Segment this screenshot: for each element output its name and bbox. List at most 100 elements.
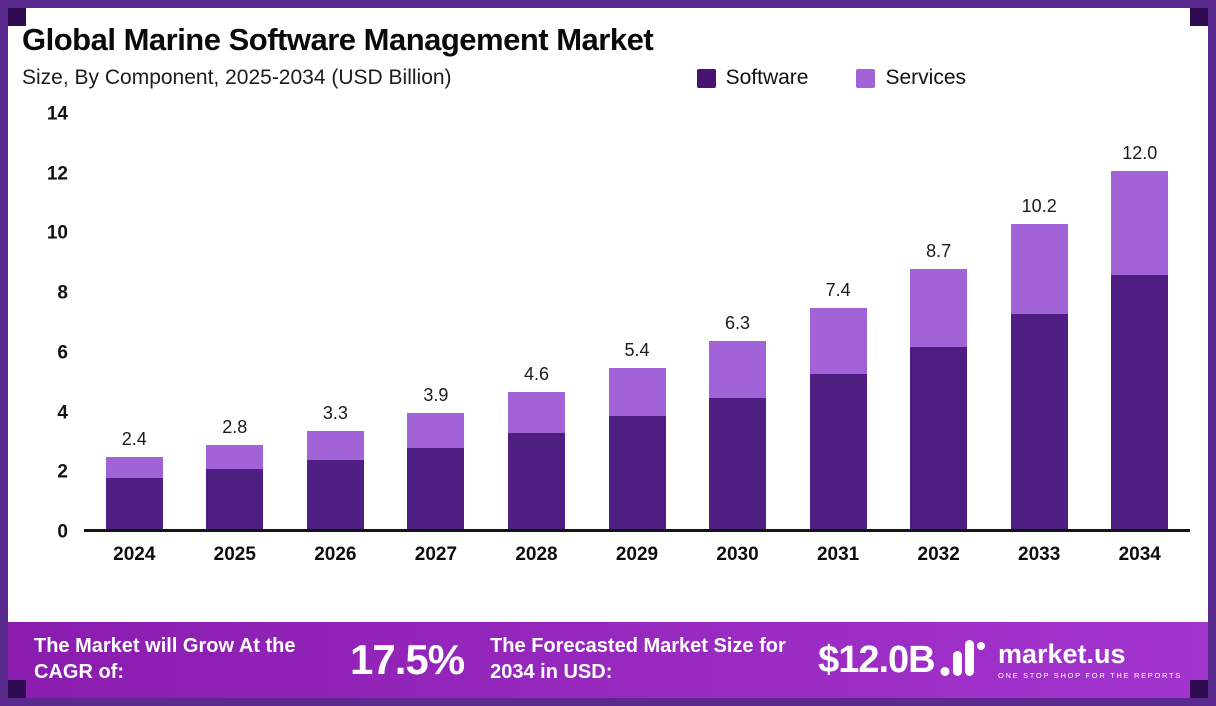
corner-accent-top-right (1190, 8, 1208, 26)
bar-segment-software (608, 415, 666, 529)
y-tick-label: 8 (57, 282, 68, 304)
brand-text: market.us ONE STOP SHOP FOR THE REPORTS (997, 638, 1182, 680)
bar-stack (608, 367, 666, 529)
bar-segment-services (809, 308, 867, 374)
bar-total-label: 12.0 (1122, 142, 1158, 163)
bar-column: 10.2 (989, 114, 1090, 529)
legend-label: Software (725, 66, 809, 89)
bar-column: 2.4 (84, 114, 185, 529)
bar-column: 4.6 (486, 114, 587, 529)
chart-body: 0 2 4 6 8 10 12 14 2.4 2.8 3.3 3.9 4.6 5.4 6.3 7.4 8.7 1… (22, 105, 1190, 566)
y-axis: 0 2 4 6 8 10 12 14 (22, 105, 84, 542)
bar-segment-services (306, 430, 364, 461)
bar-segment-services (105, 457, 163, 479)
bar-total-label: 2.8 (222, 417, 248, 438)
bar-segment-software (206, 469, 264, 529)
bar-segment-software (910, 346, 968, 529)
bar-column: 3.9 (386, 114, 487, 529)
bar-stack (1010, 224, 1068, 529)
bar-column: 12.0 (1089, 114, 1190, 529)
bar-stack (105, 457, 163, 529)
bar-stack (1111, 170, 1169, 529)
plot-row: 0 2 4 6 8 10 12 14 2.4 2.8 3.3 3.9 4.6 5.4 6.3 7.4 8.7 1… (22, 105, 1190, 542)
y-tick-label: 4 (57, 402, 68, 424)
bar-segment-software (507, 433, 565, 529)
bar-segment-services (206, 445, 264, 470)
page-title: Global Marine Software Management Market (22, 22, 654, 57)
legend-swatch-services (856, 68, 876, 88)
bar-column: 8.7 (888, 114, 989, 529)
bar-stack (206, 445, 264, 529)
bar-stack (709, 340, 767, 529)
bar-total-label: 3.9 (423, 384, 449, 405)
forecast-value: $12.0B (818, 638, 936, 681)
legend-label: Services (885, 66, 966, 89)
x-axis: 2024 2025 2026 2027 2028 2029 2030 2031 2032 2033… (84, 544, 1190, 566)
brand-name: market.us (997, 638, 1126, 669)
bar-segment-software (809, 373, 867, 529)
bar-column: 6.3 (687, 114, 788, 529)
bar-total-label: 2.4 (121, 429, 147, 450)
plot-area: 2.4 2.8 3.3 3.9 4.6 5.4 6.3 7.4 8.7 10.2 12.0 (84, 114, 1190, 532)
x-tick-label: 2031 (816, 544, 860, 565)
subtitle-row: Size, By Component, 2025-2034 (USD Billi… (22, 66, 1186, 90)
bar-segment-services (1010, 224, 1068, 315)
x-tick-label: 2033 (1018, 544, 1061, 565)
chart-header: Global Marine Software Management Market… (8, 8, 1208, 90)
x-tick-label: 2024 (113, 544, 156, 565)
x-tick-label: 2034 (1118, 544, 1161, 565)
bar-total-label: 3.3 (322, 402, 348, 423)
y-tick-label: 0 (57, 521, 68, 543)
chart-subtitle: Size, By Component, 2025-2034 (USD Billi… (22, 66, 452, 89)
marketus-logo-icon (940, 638, 986, 683)
corner-accent-bottom-right (1190, 680, 1208, 698)
y-tick-label: 10 (46, 222, 68, 244)
legend-swatch-software (696, 68, 716, 88)
bar-segment-services (608, 367, 666, 416)
y-tick-label: 2 (57, 461, 68, 483)
bar-segment-software (709, 397, 767, 529)
corner-accent-top-left (8, 8, 26, 26)
bar-segment-services (407, 412, 465, 449)
bar-column: 7.4 (788, 114, 889, 529)
bar-segment-software (306, 460, 364, 529)
legend-item-software: Software (696, 66, 809, 90)
x-tick-label: 2027 (414, 544, 458, 565)
x-tick-label: 2028 (515, 544, 558, 565)
bar-stack (910, 269, 968, 529)
bar-column: 5.4 (587, 114, 688, 529)
bar-stack (306, 430, 364, 529)
bar-total-label: 4.6 (523, 363, 549, 384)
cagr-label: The Market will Grow At the CAGR of: (34, 635, 296, 683)
footer-banner: The Market will Grow At the CAGR of: 17.… (8, 622, 1208, 698)
y-tick-label: 12 (46, 163, 68, 185)
y-tick-label: 6 (57, 342, 68, 364)
bar-stack (407, 412, 465, 529)
bar-segment-services (709, 340, 767, 398)
x-tick-label: 2030 (716, 544, 759, 565)
bar-segment-software (105, 478, 163, 529)
bar-segment-services (507, 391, 565, 434)
bar-segment-services (910, 269, 968, 347)
bar-segment-software (407, 448, 465, 529)
legend: Software Services (696, 66, 966, 90)
forecast-label: The Forecasted Market Size for 2034 in U… (490, 635, 786, 683)
bar-total-label: 7.4 (825, 280, 851, 301)
bar-segment-software (1010, 314, 1068, 529)
bar-column: 2.8 (185, 114, 286, 529)
legend-item-services: Services (856, 66, 966, 90)
marketus-logo: market.us ONE STOP SHOP FOR THE REPORTS (940, 638, 1182, 683)
bar-total-label: 8.7 (926, 241, 952, 262)
y-tick-label: 14 (46, 103, 68, 125)
bars: 2.4 2.8 3.3 3.9 4.6 5.4 6.3 7.4 8.7 10.2 12.0 (84, 114, 1190, 529)
brand-tagline: ONE STOP SHOP FOR THE REPORTS (997, 670, 1182, 680)
bar-total-label: 10.2 (1021, 196, 1057, 217)
bar-segment-software (1111, 275, 1169, 529)
x-tick-label: 2026 (314, 544, 357, 565)
bar-column: 3.3 (285, 114, 386, 529)
x-tick-label: 2029 (615, 544, 659, 565)
corner-accent-bottom-left (8, 680, 26, 698)
bar-stack (809, 308, 867, 529)
bar-total-label: 5.4 (624, 339, 650, 360)
